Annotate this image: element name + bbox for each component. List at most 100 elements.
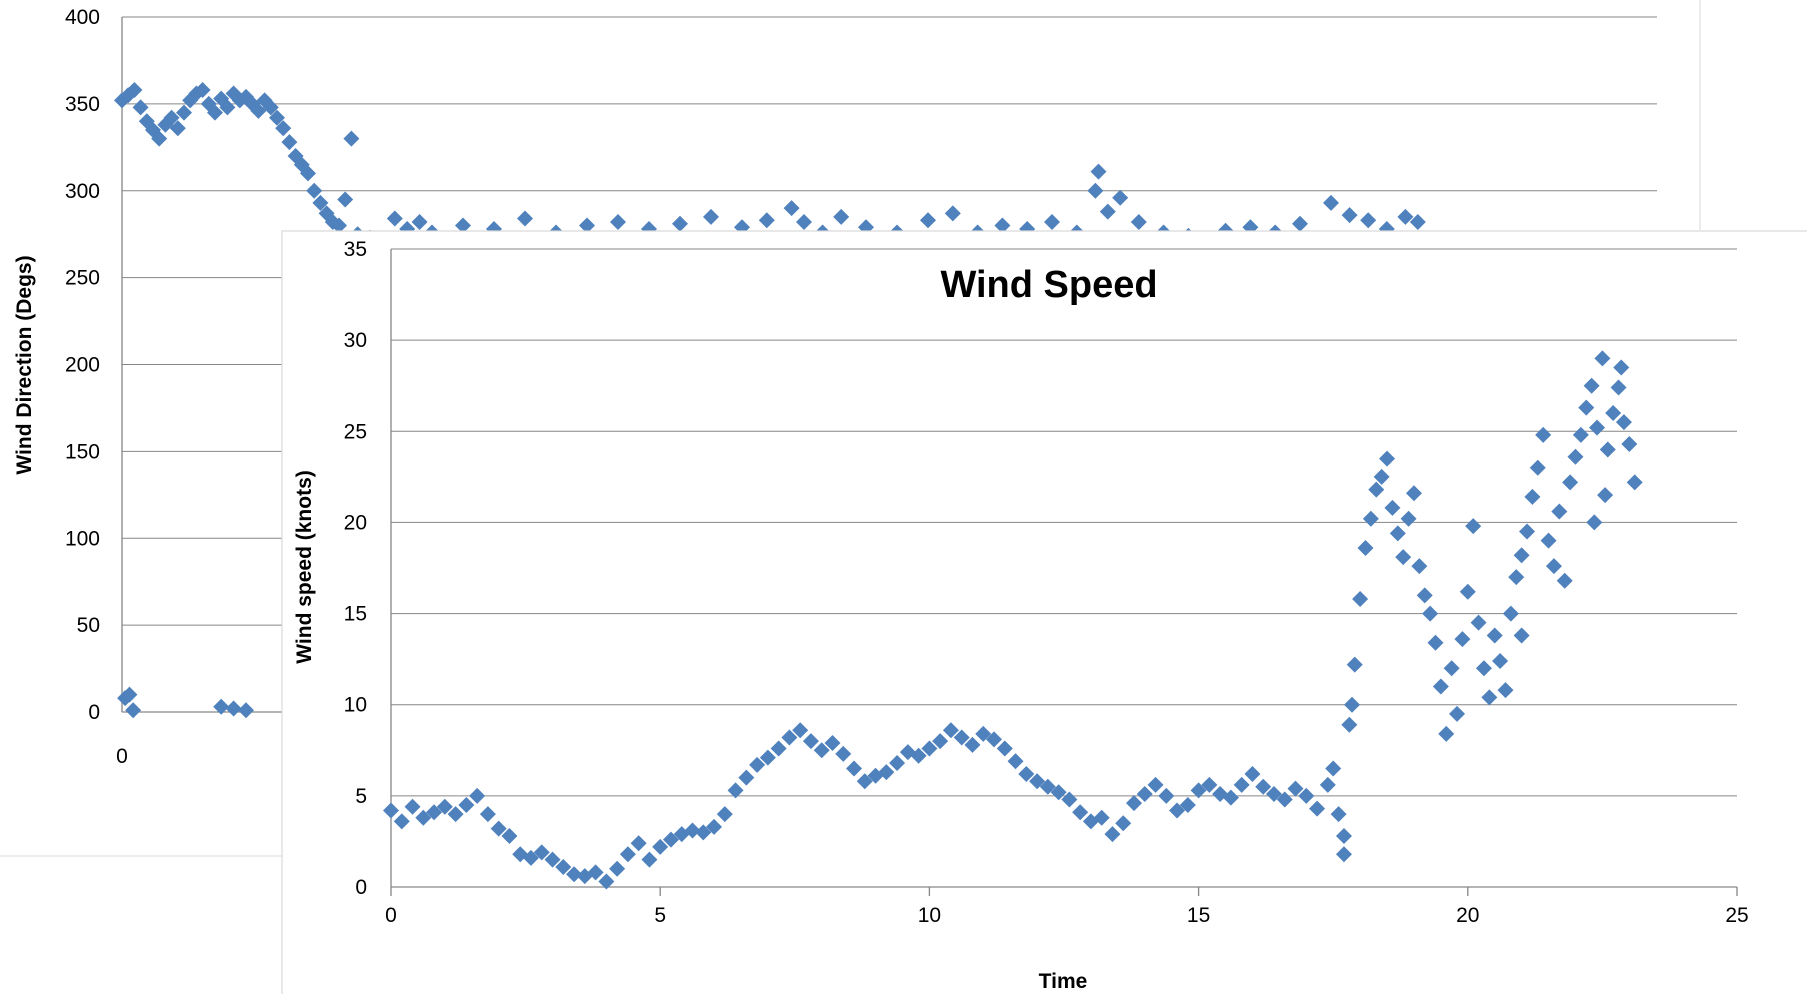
speed-point <box>1578 399 1595 416</box>
speed-point <box>1201 776 1218 793</box>
speed-point <box>1325 760 1342 777</box>
speed-point <box>738 769 755 786</box>
direction-y-tick-label: 100 <box>65 527 100 550</box>
speed-point <box>393 813 410 830</box>
speed-point <box>1540 532 1557 549</box>
speed-point <box>1029 773 1046 790</box>
speed-point <box>910 747 927 764</box>
direction-point <box>579 217 595 234</box>
direction-point <box>281 134 298 151</box>
direction-point <box>1360 212 1377 229</box>
speed-point <box>1432 678 1449 695</box>
speed-point <box>1389 525 1406 542</box>
speed-point <box>1158 787 1175 804</box>
speed-point <box>964 736 981 753</box>
speed-chart-panel <box>281 230 1807 999</box>
speed-point <box>1475 660 1492 677</box>
direction-y-tick-label: 150 <box>65 440 100 463</box>
speed-x-tick-label: 25 <box>1725 904 1748 927</box>
speed-chart-title: Wind Speed <box>940 264 1157 306</box>
speed-point <box>1567 448 1584 465</box>
direction-point <box>219 99 236 116</box>
direction-point <box>312 194 329 211</box>
direction-point <box>1409 214 1426 231</box>
speed-point <box>1039 778 1056 795</box>
speed-x-axis-title: Time <box>1039 970 1088 993</box>
speed-point <box>1519 523 1536 540</box>
speed-point <box>1255 778 1272 795</box>
direction-point <box>132 99 149 116</box>
speed-point <box>695 824 712 841</box>
speed-point <box>856 773 873 790</box>
speed-point <box>1335 846 1352 863</box>
speed-point <box>716 806 733 823</box>
speed-point <box>1594 350 1611 367</box>
speed-y-tick-label: 30 <box>344 329 367 352</box>
speed-point <box>1597 487 1614 504</box>
speed-point <box>1395 549 1412 566</box>
speed-y-tick-label: 25 <box>344 420 367 443</box>
speed-point <box>1621 436 1638 453</box>
speed-point <box>1147 776 1164 793</box>
direction-point <box>1292 215 1308 232</box>
speed-point <box>1319 776 1336 793</box>
direction-y-tick-label: 350 <box>65 93 100 116</box>
direction-point <box>207 104 223 121</box>
speed-point <box>1535 426 1552 443</box>
speed-point <box>727 782 744 799</box>
speed-point <box>1513 627 1530 644</box>
speed-point <box>1449 705 1466 722</box>
speed-point <box>652 838 669 855</box>
speed-point <box>1492 652 1509 669</box>
speed-point <box>1427 634 1444 651</box>
speed-point <box>501 827 518 844</box>
speed-point <box>1416 587 1433 604</box>
speed-point <box>1508 569 1525 586</box>
speed-point <box>469 787 486 804</box>
speed-point <box>953 729 970 746</box>
speed-x-tick-label: 5 <box>654 904 666 927</box>
speed-point <box>1400 510 1417 527</box>
speed-y-tick-label: 15 <box>344 603 367 626</box>
speed-point <box>1061 791 1078 808</box>
speed-x-tick-label: 15 <box>1187 904 1210 927</box>
speed-point <box>1093 809 1110 826</box>
speed-point <box>1626 474 1643 491</box>
direction-point <box>1341 207 1358 224</box>
direction-point <box>1044 214 1060 231</box>
direction-point <box>517 210 533 227</box>
speed-point <box>544 851 561 868</box>
speed-point <box>1335 827 1352 844</box>
direction-point <box>1397 208 1414 225</box>
speed-point <box>415 809 432 826</box>
speed-point <box>1556 572 1573 589</box>
direction-point <box>758 212 775 229</box>
speed-point <box>1190 782 1207 799</box>
speed-point <box>662 831 679 848</box>
speed-point <box>1459 583 1476 600</box>
speed-point <box>1524 488 1541 505</box>
speed-point <box>921 740 938 757</box>
speed-point <box>533 844 550 861</box>
direction-point <box>1112 189 1129 206</box>
direction-point <box>703 208 719 225</box>
speed-point <box>1007 753 1024 770</box>
speed-point <box>1357 539 1374 556</box>
direction-point <box>833 208 850 225</box>
speed-point <box>1233 776 1250 793</box>
direction-point <box>337 191 354 208</box>
direction-point <box>176 104 192 121</box>
direction-point <box>300 165 316 182</box>
speed-point <box>770 740 787 757</box>
speed-point <box>706 818 723 835</box>
speed-point <box>1072 804 1089 821</box>
speed-point <box>447 806 464 823</box>
direction-y-tick-label: 0 <box>88 701 100 724</box>
speed-point <box>1529 459 1546 476</box>
speed-point <box>1438 725 1455 742</box>
speed-point <box>1422 605 1439 622</box>
speed-point <box>404 798 421 815</box>
speed-point <box>1513 547 1530 564</box>
speed-point <box>1379 450 1396 467</box>
speed-point <box>587 864 604 881</box>
